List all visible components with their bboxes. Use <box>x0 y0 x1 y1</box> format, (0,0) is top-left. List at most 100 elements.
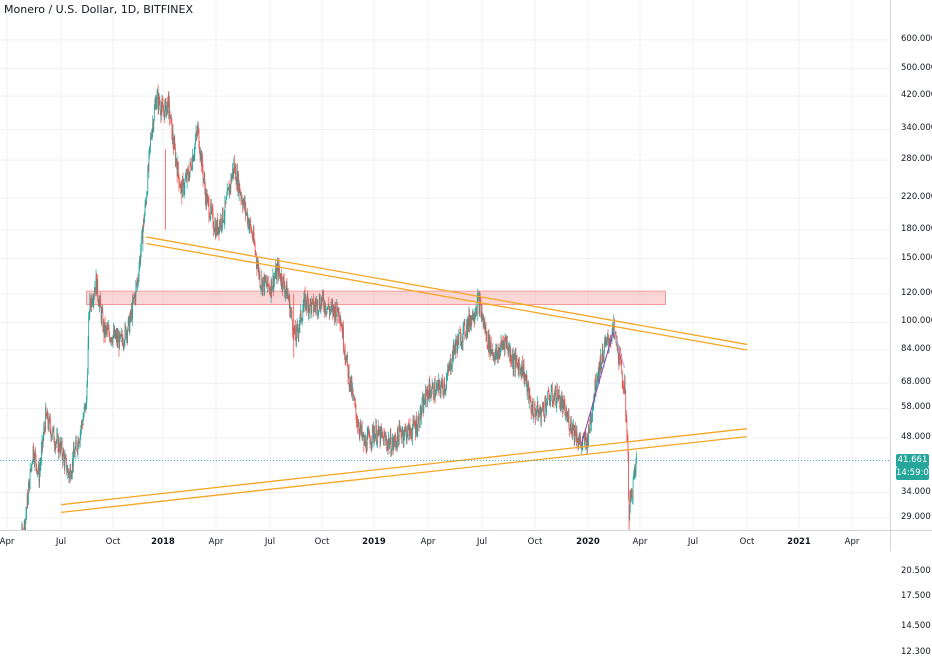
candle-body <box>152 122 154 129</box>
candle-body <box>105 326 107 335</box>
candle-body <box>603 357 604 362</box>
candle-body <box>96 278 98 295</box>
candle-body <box>275 266 277 280</box>
candle-body <box>529 390 531 399</box>
candle-body <box>489 335 491 355</box>
candle-body <box>25 513 27 520</box>
candle-body <box>621 360 623 372</box>
candle-body <box>195 132 197 140</box>
candle-body <box>168 95 170 101</box>
candle-body <box>400 428 401 430</box>
candle-body <box>132 299 133 319</box>
candle-body <box>143 219 145 223</box>
price-tick-label: 14.500 <box>901 621 931 632</box>
candle-body <box>507 348 509 354</box>
candle-body <box>186 169 188 181</box>
price-chart-plot[interactable] <box>0 0 932 550</box>
candle-body <box>238 174 239 194</box>
candle-body <box>222 208 224 222</box>
price-axis[interactable]: 600.000 500.000 420.000 340.000 280.000 220.0… <box>890 0 932 657</box>
candle-body <box>431 393 432 395</box>
candle-body <box>571 429 573 435</box>
candle-body <box>367 431 369 434</box>
candle-body <box>527 384 529 386</box>
candle-body <box>403 430 404 441</box>
candle-body <box>331 304 333 306</box>
candle-body <box>133 297 135 302</box>
candle-body <box>514 355 516 370</box>
candle-body <box>469 320 471 327</box>
candle-body <box>515 354 516 370</box>
candle-body <box>193 153 195 157</box>
candle-body <box>327 304 329 308</box>
candle-body <box>275 266 277 276</box>
candle-body <box>244 198 245 208</box>
price-tick-label: 600.000 <box>901 33 932 44</box>
candle-body <box>199 152 201 157</box>
candle-body <box>422 398 424 413</box>
candle-body <box>307 296 309 301</box>
candle-body <box>79 440 81 443</box>
candle-body <box>536 411 538 414</box>
candle-body <box>256 261 258 269</box>
candle-body <box>457 335 459 352</box>
candle-body <box>112 335 114 344</box>
candle-body <box>588 425 589 442</box>
candle-body <box>600 356 601 371</box>
candle-body <box>113 329 114 336</box>
candle-body <box>435 394 437 397</box>
candle-body <box>104 322 105 336</box>
candle-body <box>239 192 241 194</box>
candle-body <box>343 327 344 348</box>
candle-body <box>82 418 84 426</box>
candle-body <box>373 432 375 440</box>
candle-body <box>511 361 513 363</box>
candle-body <box>108 327 110 334</box>
candle-body <box>594 378 596 398</box>
candle-body <box>174 141 176 149</box>
candle-body <box>148 153 150 171</box>
candle-body <box>394 436 396 440</box>
candle-body <box>283 277 284 279</box>
candle-body <box>573 424 575 440</box>
candle-body <box>312 299 314 301</box>
candle-body <box>255 252 257 254</box>
candle-body <box>317 312 319 314</box>
candle-body <box>508 348 509 354</box>
candle-body <box>412 428 413 438</box>
candle-body <box>147 168 149 171</box>
candle-body <box>218 227 220 233</box>
candle-body <box>361 426 363 437</box>
candle-body <box>485 327 487 336</box>
candle-body <box>274 275 276 278</box>
candle-body <box>549 397 550 405</box>
candle-body <box>336 302 338 312</box>
candle-body <box>155 101 157 110</box>
candle-body <box>597 378 599 381</box>
candle-body <box>231 176 232 182</box>
candle-body <box>531 409 532 414</box>
candle-body <box>413 420 415 426</box>
candle-body <box>321 297 323 304</box>
candle-body <box>91 296 92 308</box>
candle-body <box>267 276 268 287</box>
price-tick-label: 48.000 <box>901 432 931 443</box>
candle-body <box>437 383 439 391</box>
candle-body <box>118 336 120 349</box>
candle-body <box>118 336 119 343</box>
candle-body <box>272 275 274 287</box>
candle-body <box>423 397 425 413</box>
candle-body <box>315 305 317 309</box>
candle-body <box>95 287 96 291</box>
candle-body <box>562 401 564 413</box>
candle-body <box>526 375 528 392</box>
candle-body <box>383 434 385 446</box>
time-tick-label: Apr <box>632 537 648 547</box>
candle-body <box>189 162 191 173</box>
candle-body <box>570 419 572 430</box>
candle-body <box>289 310 291 316</box>
candle-body <box>620 357 622 361</box>
time-axis[interactable]: Apr Jul Oct 2018 Apr Jul Oct 2019 Apr Jul Oct 2020 A… <box>0 530 890 551</box>
candle-body <box>330 309 331 311</box>
candle-body <box>509 345 511 355</box>
